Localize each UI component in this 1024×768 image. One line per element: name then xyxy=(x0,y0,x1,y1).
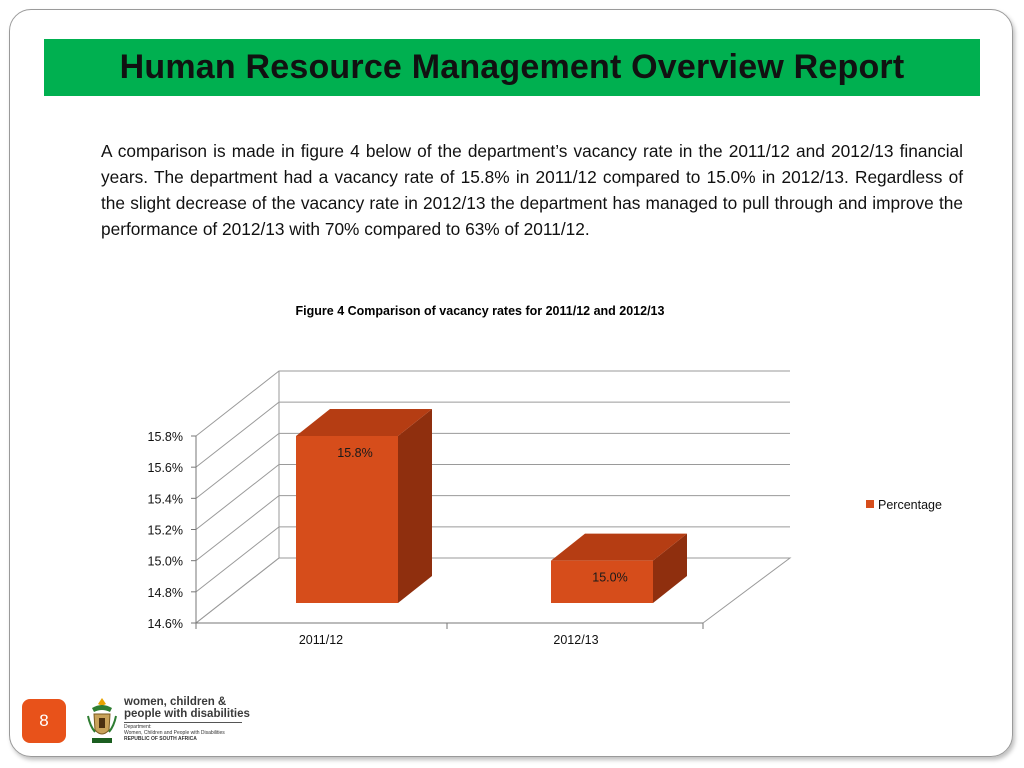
bar-side xyxy=(653,533,687,603)
body-paragraph: A comparison is made in figure 4 below o… xyxy=(101,141,963,239)
bar-top xyxy=(296,409,432,436)
coat-of-arms-icon xyxy=(87,698,117,743)
logo-sub-line1: Department: xyxy=(124,724,152,730)
logo-sub-line2: Women, Children and People with Disabili… xyxy=(124,730,225,736)
y-tick-label: 15.4% xyxy=(148,492,183,506)
figure-title: Figure 4 Comparison of vacancy rates for… xyxy=(295,304,665,318)
slide-title: Human Resource Management Overview Repor… xyxy=(119,48,905,86)
y-tick-label: 15.0% xyxy=(148,555,183,569)
chart-floor xyxy=(195,557,792,624)
bar-data-label: 15.0% xyxy=(592,571,627,585)
legend-label: Percentage xyxy=(878,498,942,512)
bar-side xyxy=(398,409,432,603)
x-tick-label: 2011/12 xyxy=(299,633,343,647)
page-number-badge: 8 xyxy=(22,699,66,743)
logo-title: women, children & people with disabiliti… xyxy=(124,696,250,720)
legend-swatch xyxy=(866,500,874,508)
bar xyxy=(296,436,398,603)
y-tick-label: 14.6% xyxy=(148,617,183,631)
logo-sub-line3: REPUBLIC OF SOUTH AFRICA xyxy=(124,736,197,742)
logo-divider xyxy=(124,722,242,723)
gridline xyxy=(195,557,790,624)
gridline xyxy=(195,401,790,468)
logo-title-line2: people with disabilities xyxy=(124,708,250,720)
gridline xyxy=(195,526,790,593)
bar xyxy=(551,560,653,603)
logo-title-line1: women, children & xyxy=(124,696,227,708)
x-tick-label: 2012/13 xyxy=(553,633,598,647)
gridline xyxy=(195,370,790,437)
page-number: 8 xyxy=(39,711,49,730)
y-tick-label: 15.2% xyxy=(148,524,183,538)
gridline xyxy=(195,464,790,530)
slide-frame xyxy=(9,9,1013,757)
gridline xyxy=(195,432,790,499)
bar-data-label: 15.8% xyxy=(337,446,372,460)
y-tick-label: 15.8% xyxy=(148,430,183,444)
y-tick-label: 14.8% xyxy=(148,586,183,600)
y-tick-label: 15.6% xyxy=(148,461,183,475)
title-bar: Human Resource Management Overview Repor… xyxy=(44,39,980,96)
gridline xyxy=(195,495,790,562)
bar-top xyxy=(551,533,687,561)
logo-subtitle: Department: Women, Children and People w… xyxy=(124,724,225,742)
